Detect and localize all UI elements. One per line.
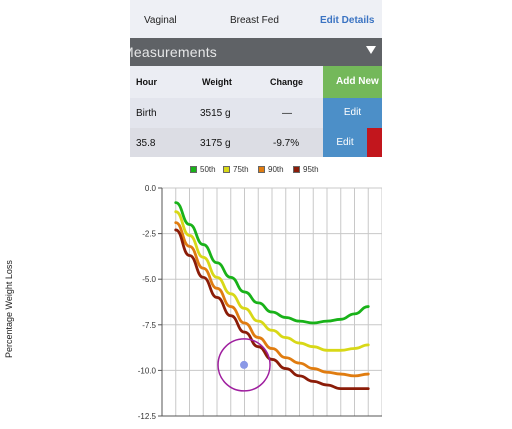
cell-hour: 35.8 [136,138,156,149]
series-line-75th [174,210,370,352]
series-line-95th [174,228,370,391]
measurements-section-bar[interactable]: Measurements [130,38,382,66]
cell-change: — [282,108,292,119]
legend-swatch [258,166,265,173]
edit-button[interactable]: Edit [323,128,367,157]
edit-details-link[interactable]: Edit Details [320,15,375,26]
data-point [240,360,249,369]
legend-item-75th: 75th [223,165,249,174]
y-tick-label: -10.0 [138,366,157,375]
y-tick-label: -12.5 [138,412,157,421]
cell-change: -9.7% [273,138,300,149]
y-axis-title: Percentage Weight Loss [4,260,14,358]
feeding-type: Breast Fed [230,15,279,26]
column-header-hour: Hour [136,77,157,87]
highlight-ring [217,338,271,392]
y-tick-label: -2.5 [142,230,156,239]
legend-item-90th: 90th [258,165,284,174]
delivery-info-row: Vaginal Breast Fed Edit Details [130,0,382,39]
column-header-change: Change [270,77,304,87]
series-line-90th [174,221,370,378]
legend-label: 50th [200,165,216,174]
table-header: Hour Weight Change Add New [130,66,382,98]
legend-swatch [223,166,230,173]
legend-item-50th: 50th [190,165,216,174]
legend-label: 95th [303,165,319,174]
cell-weight: 3515 g [200,108,231,119]
cell-hour: Birth [136,108,157,119]
table-row: 35.8 3175 g -9.7% Edit [130,128,382,157]
series-line-50th [174,201,370,325]
legend-label: 90th [268,165,284,174]
add-new-button[interactable]: Add New [323,66,382,98]
table-row: Birth 3515 g — Edit [130,98,382,128]
delete-button[interactable] [367,128,382,157]
app-window: Vaginal Breast Fed Edit Details Measurem… [130,0,382,429]
y-tick-label: -5.0 [142,275,156,284]
delivery-type: Vaginal [144,15,177,26]
y-tick-label: -7.5 [142,321,156,330]
legend-item-95th: 95th [293,165,319,174]
column-header-weight: Weight [202,77,232,87]
legend-swatch [190,166,197,173]
cell-weight: 3175 g [200,138,231,149]
legend-label: 75th [233,165,249,174]
y-tick-label: 0.0 [145,184,157,193]
weight-loss-chart: 0.0 -2.5 -5.0 -7.5 -10.0 -12.5 [138,184,382,421]
legend-swatch [293,166,300,173]
chart-legend: 50th 75th 90th 95th [130,162,382,178]
edit-button[interactable]: Edit [323,98,382,128]
chevron-down-icon[interactable] [366,46,376,54]
section-title: Measurements [130,44,217,60]
